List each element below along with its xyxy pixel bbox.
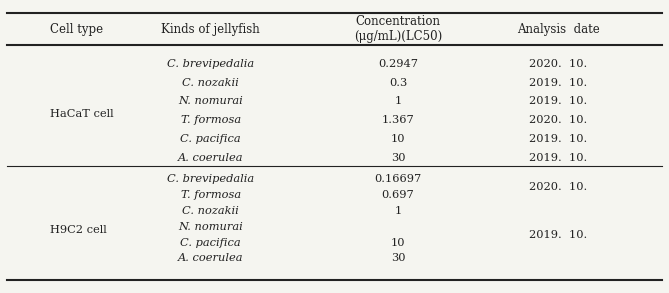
Text: C. nozakii: C. nozakii: [183, 206, 239, 216]
Text: 2019.  10.: 2019. 10.: [529, 78, 588, 88]
Text: H9C2 cell: H9C2 cell: [50, 225, 107, 235]
Text: 2019.  10.: 2019. 10.: [529, 230, 588, 240]
Text: 1.367: 1.367: [382, 115, 414, 125]
Text: 10: 10: [391, 238, 405, 248]
Text: N. nomurai: N. nomurai: [179, 96, 243, 106]
Text: HaCaT cell: HaCaT cell: [50, 109, 114, 119]
Text: Cell type: Cell type: [50, 23, 103, 36]
Text: 0.16697: 0.16697: [375, 174, 421, 184]
Text: 1: 1: [395, 96, 401, 106]
Text: 10: 10: [391, 134, 405, 144]
Text: C. pacifica: C. pacifica: [181, 134, 241, 144]
Text: 2019.  10.: 2019. 10.: [529, 134, 588, 144]
Text: C. brevipedalia: C. brevipedalia: [167, 174, 254, 184]
Text: 2020.  10.: 2020. 10.: [529, 115, 588, 125]
Text: 0.697: 0.697: [382, 190, 414, 200]
Text: C. brevipedalia: C. brevipedalia: [167, 59, 254, 69]
Text: 2019.  10.: 2019. 10.: [529, 153, 588, 163]
Text: 2020.  10.: 2020. 10.: [529, 59, 588, 69]
Text: Kinds of jellyfish: Kinds of jellyfish: [161, 23, 260, 36]
Text: 30: 30: [391, 153, 405, 163]
Text: 0.3: 0.3: [389, 78, 407, 88]
Text: C. pacifica: C. pacifica: [181, 238, 241, 248]
Text: 1: 1: [395, 206, 401, 216]
Text: T. formosa: T. formosa: [181, 115, 241, 125]
Text: 0.2947: 0.2947: [378, 59, 418, 69]
Text: N. nomurai: N. nomurai: [179, 222, 243, 232]
Text: Concentration
(μg/mL)(LC50): Concentration (μg/mL)(LC50): [354, 15, 442, 43]
Text: T. formosa: T. formosa: [181, 190, 241, 200]
Text: A. coerulea: A. coerulea: [178, 153, 244, 163]
Text: C. nozakii: C. nozakii: [183, 78, 239, 88]
Text: 30: 30: [391, 253, 405, 263]
Text: A. coerulea: A. coerulea: [178, 253, 244, 263]
Text: Analysis  date: Analysis date: [517, 23, 600, 36]
Text: 2019.  10.: 2019. 10.: [529, 96, 588, 106]
Text: 2020.  10.: 2020. 10.: [529, 182, 588, 192]
